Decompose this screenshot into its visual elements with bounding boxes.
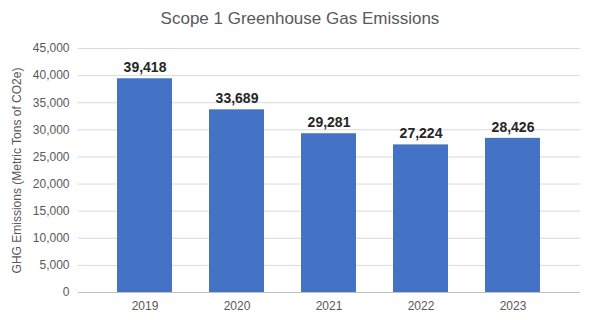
- svg-text:33,689: 33,689: [216, 90, 259, 106]
- svg-text:2019: 2019: [132, 299, 159, 313]
- svg-text:39,418: 39,418: [124, 59, 167, 75]
- svg-text:29,281: 29,281: [308, 114, 351, 130]
- svg-text:45,000: 45,000: [33, 41, 70, 55]
- svg-text:2020: 2020: [224, 299, 251, 313]
- svg-text:28,426: 28,426: [492, 119, 535, 135]
- svg-text:27,224: 27,224: [400, 125, 443, 141]
- svg-text:GHG Emissions (Metric Tons of: GHG Emissions (Metric Tons of CO2e): [10, 68, 24, 274]
- svg-text:0: 0: [63, 285, 70, 299]
- svg-text:20,000: 20,000: [33, 177, 70, 191]
- html-text:Scope 1 Greenhouse Gas Emissio: Scope 1 Greenhouse Gas Emissions: [160, 9, 440, 28]
- svg-text:2023: 2023: [500, 299, 527, 313]
- svg-text:2021: 2021: [316, 299, 343, 313]
- svg-text:2022: 2022: [408, 299, 435, 313]
- svg-text:25,000: 25,000: [33, 150, 70, 164]
- svg-text:40,000: 40,000: [33, 68, 70, 82]
- svg-text:5,000: 5,000: [39, 258, 69, 272]
- svg-text:15,000: 15,000: [33, 204, 70, 218]
- svg-text:35,000: 35,000: [33, 96, 70, 110]
- svg-text:30,000: 30,000: [33, 123, 70, 137]
- svg-text:10,000: 10,000: [33, 231, 70, 245]
